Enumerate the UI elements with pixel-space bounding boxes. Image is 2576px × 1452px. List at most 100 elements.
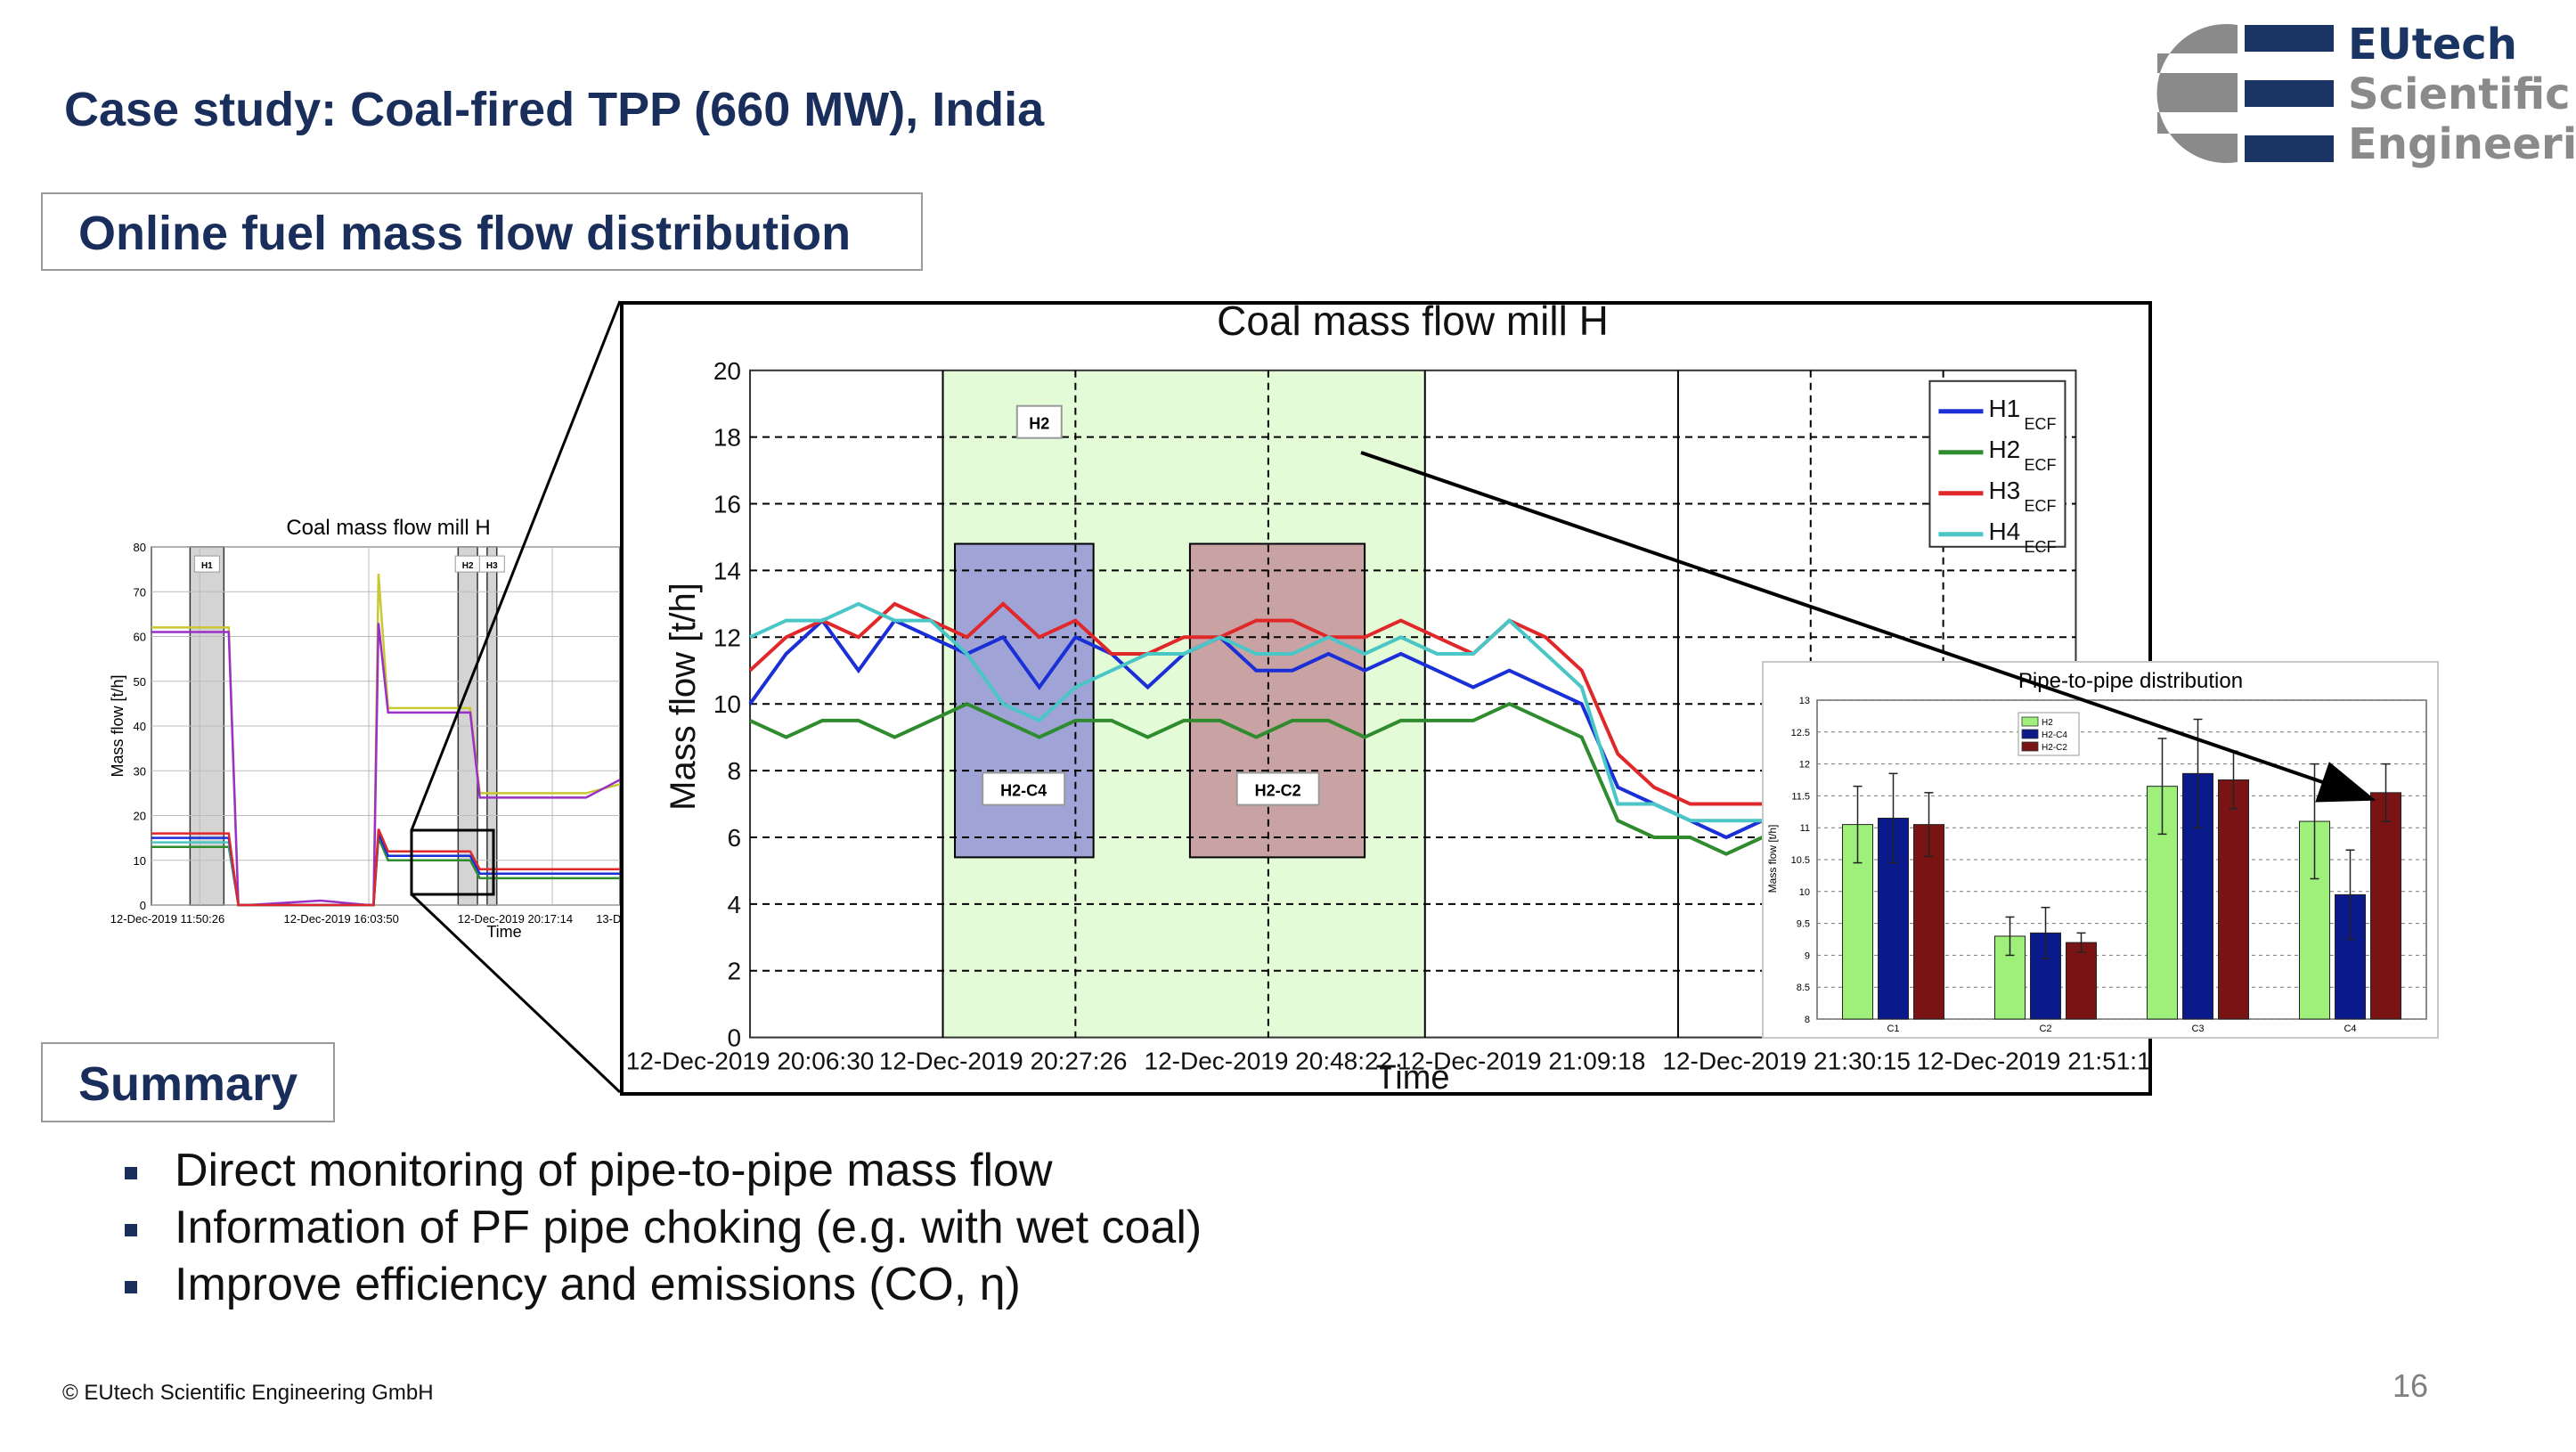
inset-ytick-label: 8.5 xyxy=(1797,983,1810,993)
legend-label: H4 xyxy=(1988,518,2020,545)
inset-ytick-label: 11.5 xyxy=(1791,791,1810,802)
overview-annotation-box xyxy=(478,555,505,573)
inset-ylabel: Mass flow [t/h] xyxy=(1766,825,1779,893)
legend-label: H2-C4 xyxy=(2042,730,2067,740)
main-xtick-label: 12-Dec-2019 21:51:11 xyxy=(1917,1048,2148,1075)
main-ytick-label: 16 xyxy=(713,491,741,518)
main-xlabel: Time xyxy=(1375,1059,1449,1092)
main-title: Coal mass flow mill H xyxy=(1217,305,1609,344)
annotation-label: H2 xyxy=(1029,415,1049,433)
bar-h2-c2-c3 xyxy=(2218,779,2249,1020)
bullet-item: Direct monitoring of pipe-to-pipe mass f… xyxy=(116,1142,1202,1199)
main-ytick-label: 12 xyxy=(713,624,741,651)
pipe-distribution-chart: Pipe-to-pipe distribution 8 8.5 9 9.5 10 10.5… xyxy=(1766,669,2427,1034)
logo-line-3: Engineering xyxy=(2348,119,2576,169)
overview-xtick-label: 12-Dec-2019 11:50:26 xyxy=(110,912,224,926)
legend-label: H2 xyxy=(2042,718,2053,728)
page-number: 16 xyxy=(2393,1367,2429,1404)
inset-ytick-label: 9 xyxy=(1805,950,1810,961)
overview-ytick-label: 70 xyxy=(134,585,146,599)
logo-wordmark: EUtech Scientific Engineering xyxy=(2348,20,2576,169)
main-xtick-label: 12-Dec-2019 20:48:22 xyxy=(1145,1048,1393,1075)
overview-ytick-label: 40 xyxy=(134,720,146,733)
overview-ytick-label: 80 xyxy=(134,541,146,554)
inset-ytick-label: 10 xyxy=(1799,887,1810,898)
main-ylabel: Mass flow [t/h] xyxy=(664,583,703,811)
overview-ytick-label: 30 xyxy=(134,764,146,778)
legend-label: H2 xyxy=(1988,436,2020,463)
inset-title: Pipe-to-pipe distribution xyxy=(2018,669,2243,693)
annotation-box xyxy=(982,771,1066,806)
legend-subscript: ECF xyxy=(2024,538,2056,556)
main-ytick-label: 8 xyxy=(727,757,741,785)
overview-xtick-label: 12-Dec-2019 20:17:14 xyxy=(458,912,573,926)
overview-xlabel: Time xyxy=(486,923,521,941)
legend-subscript: ECF xyxy=(2024,415,2056,433)
bullet-item: Improve efficiency and emissions (CO, η) xyxy=(116,1256,1202,1313)
company-logo xyxy=(2095,20,2558,171)
pipe-distribution-chart-frame: Pipe-to-pipe distribution 8 8.5 9 9.5 10 10.5… xyxy=(1762,661,2439,1039)
inset-ytick-label: 9.5 xyxy=(1797,919,1810,930)
overview-annotation: H3 xyxy=(486,561,498,571)
legend-label: H3 xyxy=(1988,477,2020,504)
overview-annotation: H2 xyxy=(462,561,474,571)
legend-swatch-h2-c2 xyxy=(2021,741,2039,752)
overview-annotation: H1 xyxy=(201,561,213,571)
main-xtick-label: 12-Dec-2019 20:06:30 xyxy=(626,1048,875,1075)
bar-h2-c4 xyxy=(2299,820,2330,1020)
overview-xtick-label: 12-Dec-2019 16:03:50 xyxy=(284,912,399,926)
inset-xtick-label: C1 xyxy=(1887,1024,1899,1034)
inset-ytick-label: 13 xyxy=(1799,696,1810,706)
main-ytick-label: 0 xyxy=(727,1024,741,1052)
overview-ytick-label: 60 xyxy=(134,631,146,644)
footer-copyright: © EUtech Scientific Engineering GmbH xyxy=(62,1381,434,1405)
legend-swatch-h2 xyxy=(2021,716,2039,727)
inset-ytick-label: 12.5 xyxy=(1791,728,1810,738)
legend-subscript: ECF xyxy=(2024,497,2056,515)
overview-title: Coal mass flow mill H xyxy=(286,516,490,540)
overview-ylabel: Mass flow [t/h] xyxy=(109,674,126,777)
overview-ytick-label: 10 xyxy=(134,854,146,868)
bullet-item: Information of PF pipe choking (e.g. wit… xyxy=(116,1199,1202,1256)
overview-ytick-label: 50 xyxy=(134,675,146,689)
main-ytick-label: 10 xyxy=(713,690,741,718)
legend-subscript: ECF xyxy=(2024,456,2056,474)
section-label: Online fuel mass flow distribution xyxy=(41,192,923,271)
slide-title: Case study: Coal-fired TPP (660 MW), Ind… xyxy=(64,83,1045,136)
legend-swatch-h2-c4 xyxy=(2021,729,2039,739)
inset-ytick-label: 12 xyxy=(1799,760,1810,771)
logo-line-1: EUtech xyxy=(2348,20,2517,69)
overview-ytick-label: 0 xyxy=(140,899,146,912)
main-ytick-label: 4 xyxy=(727,891,741,918)
inset-ytick-label: 8 xyxy=(1805,1015,1810,1025)
overview-series-yellow xyxy=(151,574,620,907)
logo-line-2: Scientific xyxy=(2348,69,2571,119)
h2-c4-window xyxy=(954,542,1095,859)
main-ytick-label: 18 xyxy=(713,424,741,452)
annotation-label: H2-C2 xyxy=(1255,782,1301,800)
inset-xtick-label: C4 xyxy=(2344,1024,2356,1034)
inset-ytick-label: 11 xyxy=(1800,823,1810,834)
annotation-box xyxy=(1015,404,1063,439)
main-ytick-label: 20 xyxy=(713,357,741,385)
bar-h2-c2-c2 xyxy=(2066,942,2097,1020)
legend-label: H2-C2 xyxy=(2042,743,2067,753)
overview-series-purple xyxy=(151,623,620,907)
overview-series-h3 xyxy=(151,828,620,907)
inset-xtick-label: C3 xyxy=(2191,1024,2204,1034)
main-xtick-label: 12-Dec-2019 21:09:18 xyxy=(1398,1048,1646,1075)
annotation-label: H2-C4 xyxy=(1000,782,1047,800)
main-xtick-label: 12-Dec-2019 21:30:15 xyxy=(1662,1048,1911,1075)
h2-c2-window xyxy=(1188,542,1366,859)
summary-bullets: Direct monitoring of pipe-to-pipe mass f… xyxy=(116,1142,1202,1313)
overview-chart: Coal mass flow mill H 0 10 20 30 40 50 60 70 80 1… xyxy=(109,516,620,941)
overview-annotation-box xyxy=(193,555,220,573)
logo-mark-icon xyxy=(2156,24,2334,164)
overview-ytick-label: 20 xyxy=(134,810,146,823)
main-ytick-label: 6 xyxy=(727,824,741,852)
main-ytick-label: 14 xyxy=(713,557,741,584)
inset-ytick-label: 10.5 xyxy=(1791,855,1810,866)
main-xtick-label: 12-Dec-2019 20:27:26 xyxy=(879,1048,1128,1075)
annotation-box xyxy=(1235,771,1320,806)
